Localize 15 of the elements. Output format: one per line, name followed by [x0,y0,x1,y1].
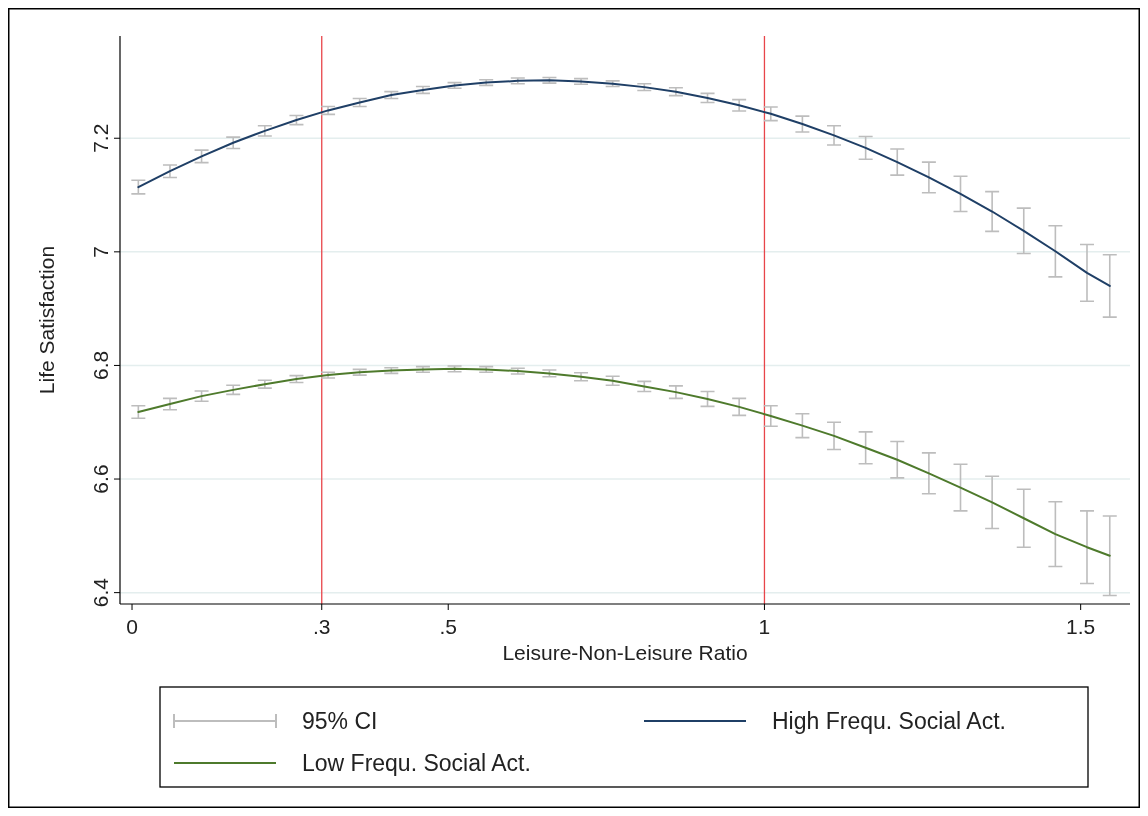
y-tick-label: 7 [89,246,112,258]
y-tick-label: 6.8 [89,350,112,381]
y-tick-label: 6.4 [89,577,112,608]
x-tick-label: .3 [312,615,331,638]
y-tick-label: 6.6 [89,464,112,494]
x-tick-label: 0 [126,615,138,638]
y-axis-title: Life Satisfaction [35,245,58,395]
legend-label: Low Frequ. Social Act. [302,750,531,776]
text: 95% CI [302,708,378,734]
x-tick-label: 1.5 [1066,615,1096,638]
x-axis-title: Leisure-Non-Leisure Ratio [502,641,748,664]
x-tick-label: .5 [439,615,457,638]
legend-label: High Frequ. Social Act. [772,708,1006,734]
x-tick-label: 1 [758,615,771,638]
y-tick-label: 7.2 [89,123,112,153]
